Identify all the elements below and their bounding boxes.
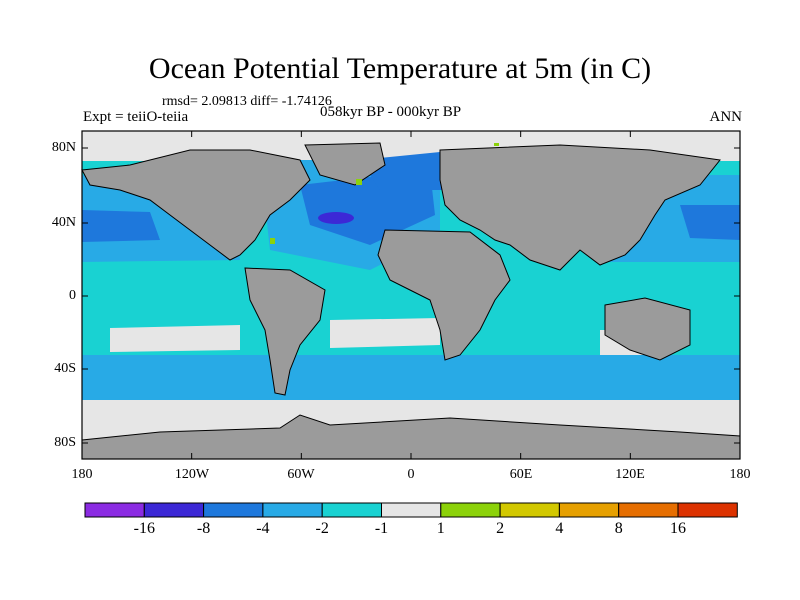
colorbar-swatch [203, 502, 264, 518]
south-america-land [244, 267, 326, 396]
period-label: 058kyr BP - 000kyr BP [320, 104, 462, 120]
warm-patch-greenland [356, 179, 362, 185]
plot-title: Ocean Potential Temperature at 5m (in C) [148, 52, 652, 85]
colorbar-label: -4 [256, 520, 270, 537]
colorbar-swatch [262, 502, 323, 518]
lon-tick-label: 120E [615, 467, 645, 482]
colorbar-label: -2 [315, 520, 329, 537]
colorbar-swatch [440, 502, 501, 518]
lon-tick-label: 60W [287, 467, 315, 482]
colorbar-label: 2 [496, 520, 505, 537]
north-atlantic-coldest [318, 212, 354, 224]
season-label: ANN [709, 109, 743, 125]
lon-tick-label: 0 [407, 467, 415, 482]
north-pacific-colder [82, 210, 160, 242]
map-plot-area [81, 131, 741, 460]
lon-tick-label: 120W [174, 467, 210, 482]
colorbar-swatch [618, 502, 679, 518]
colorbar-swatch [321, 502, 383, 518]
lon-tick-label: 180 [729, 467, 751, 482]
experiment-label: Expt = teiiO-teiia [83, 109, 189, 125]
lat-tick-label: 40N [51, 215, 76, 230]
australia-land [604, 297, 691, 361]
south-pacific-neutral-patch [110, 325, 240, 352]
north-america-land [81, 149, 311, 261]
colorbar-label: -8 [196, 520, 211, 537]
southern-cool [82, 355, 740, 400]
colorbar-label: -1 [374, 520, 389, 537]
colorbar [84, 502, 738, 518]
colorbar-swatch [381, 502, 442, 518]
colorbar-label: 1 [436, 520, 445, 537]
colorbar-swatch [499, 502, 560, 518]
west-pacific-colder [680, 205, 740, 240]
lat-tick-label: 0 [69, 288, 76, 303]
colorbar-label: 16 [670, 520, 686, 537]
lat-tick-label: 80N [51, 140, 76, 155]
colorbar-swatch [677, 502, 738, 518]
africa-land [377, 229, 511, 361]
stats-text: rmsd= 2.09813 diff= -1.74126 [162, 94, 332, 109]
colorbar-swatch [84, 502, 145, 518]
warm-patch-arctic [494, 143, 499, 146]
lon-tick-label: 180 [71, 467, 93, 482]
south-atlantic-neutral-patch [330, 318, 440, 348]
warm-patch-gulf [270, 238, 275, 244]
lon-tick-label: 60E [509, 467, 533, 482]
eurasia-land [439, 144, 721, 271]
colorbar-label: 8 [614, 520, 623, 537]
colorbar-label: 4 [555, 520, 564, 537]
colorbar-swatch [143, 502, 205, 518]
lat-tick-label: 40S [54, 361, 76, 376]
axis-ticks [81, 131, 741, 459]
colorbar-label: -16 [133, 520, 155, 537]
lat-tick-label: 80S [54, 435, 76, 450]
colorbar-swatch [558, 502, 620, 518]
greenland-land [304, 142, 386, 186]
